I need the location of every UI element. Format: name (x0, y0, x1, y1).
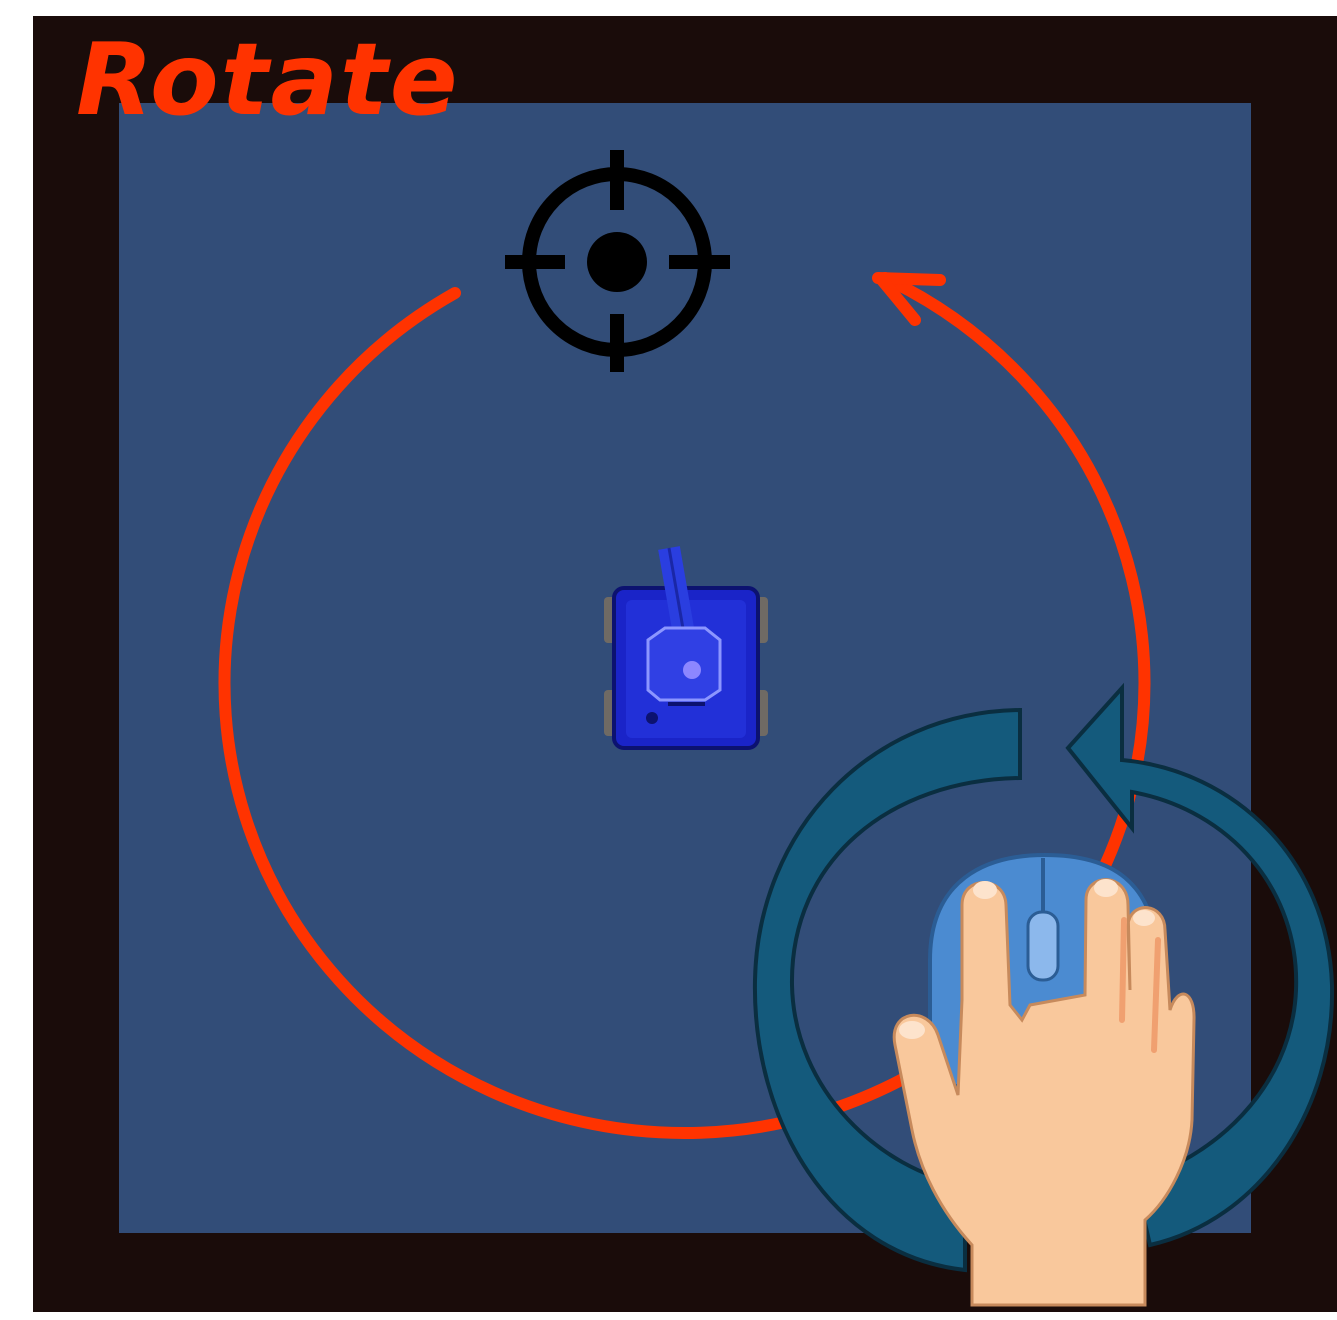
crosshair-icon (505, 150, 730, 372)
tank-icon (604, 546, 768, 750)
rotation-path-arrow-icon (218, 272, 1151, 1139)
rotate-arrow-icon (752, 682, 1335, 1273)
hand-on-mouse-icon (892, 852, 1196, 1307)
title-label: Rotate (76, 21, 460, 138)
